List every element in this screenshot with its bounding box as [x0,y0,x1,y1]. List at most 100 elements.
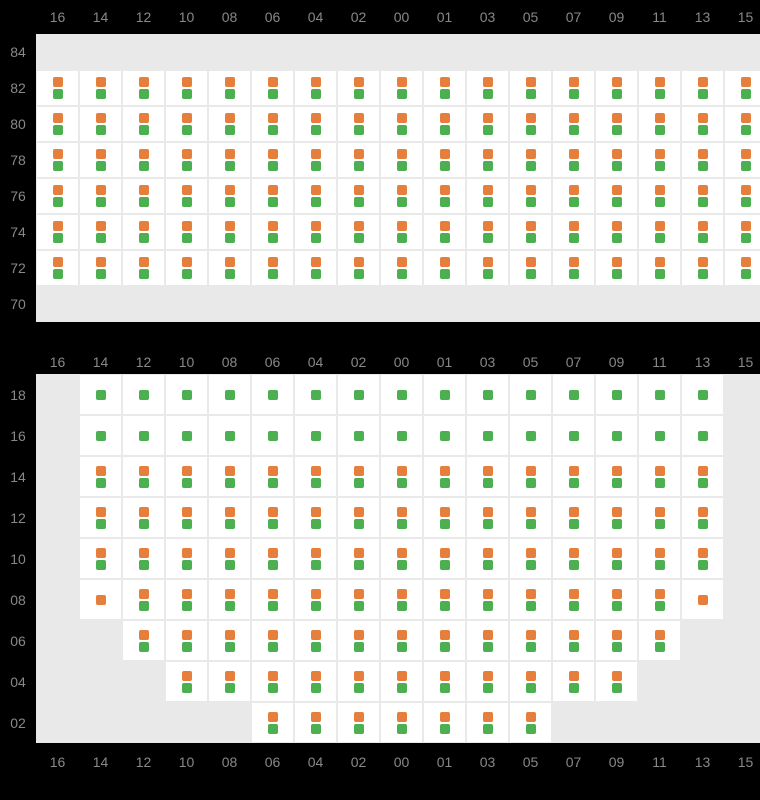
seat-cell[interactable] [423,214,466,250]
seat-cell[interactable] [509,415,552,456]
seat-cell[interactable] [294,142,337,178]
seat-cell[interactable] [165,661,208,702]
seat-cell[interactable] [165,250,208,286]
seat-cell[interactable] [681,538,724,579]
seat-cell[interactable] [681,70,724,106]
seat-cell[interactable] [79,497,122,538]
seat-cell[interactable] [380,106,423,142]
seat-cell[interactable] [251,106,294,142]
seat-cell[interactable] [294,702,337,743]
seat-cell[interactable] [552,250,595,286]
seat-cell[interactable] [251,250,294,286]
seat-cell[interactable] [509,106,552,142]
seat-cell[interactable] [337,250,380,286]
seat-cell[interactable] [595,661,638,702]
seat-cell[interactable] [552,178,595,214]
seat-cell[interactable] [165,374,208,415]
seat-cell[interactable] [165,70,208,106]
seat-cell[interactable] [380,250,423,286]
seat-cell[interactable] [208,661,251,702]
seat-cell[interactable] [165,142,208,178]
seat-cell[interactable] [122,178,165,214]
seat-cell[interactable] [294,538,337,579]
seat-cell[interactable] [251,497,294,538]
seat-cell[interactable] [337,620,380,661]
seat-cell[interactable] [79,250,122,286]
seat-cell[interactable] [165,456,208,497]
seat-cell[interactable] [294,374,337,415]
seat-cell[interactable] [337,579,380,620]
seat-cell[interactable] [638,415,681,456]
seat-cell[interactable] [251,702,294,743]
seat-cell[interactable] [466,250,509,286]
seat-cell[interactable] [122,415,165,456]
seat-cell[interactable] [337,70,380,106]
seat-cell[interactable] [380,538,423,579]
seat-cell[interactable] [380,374,423,415]
seat-cell[interactable] [122,579,165,620]
seat-cell[interactable] [122,497,165,538]
seat-cell[interactable] [509,142,552,178]
seat-cell[interactable] [165,106,208,142]
seat-cell[interactable] [36,70,79,106]
seat-cell[interactable] [208,456,251,497]
seat-cell[interactable] [509,538,552,579]
seat-cell[interactable] [122,214,165,250]
seat-cell[interactable] [380,178,423,214]
seat-cell[interactable] [79,106,122,142]
seat-cell[interactable] [208,374,251,415]
seat-cell[interactable] [380,456,423,497]
seat-cell[interactable] [552,579,595,620]
seat-cell[interactable] [423,142,466,178]
seat-cell[interactable] [380,579,423,620]
seat-cell[interactable] [552,538,595,579]
seat-cell[interactable] [681,214,724,250]
seat-cell[interactable] [337,214,380,250]
seat-cell[interactable] [380,70,423,106]
seat-cell[interactable] [595,142,638,178]
seat-cell[interactable] [466,415,509,456]
seat-cell[interactable] [552,661,595,702]
seat-cell[interactable] [595,497,638,538]
seat-cell[interactable] [509,178,552,214]
seat-cell[interactable] [423,106,466,142]
seat-cell[interactable] [552,142,595,178]
seat-cell[interactable] [466,702,509,743]
seat-cell[interactable] [294,579,337,620]
seat-cell[interactable] [122,538,165,579]
seat-cell[interactable] [509,579,552,620]
seat-cell[interactable] [724,142,760,178]
seat-cell[interactable] [380,415,423,456]
seat-cell[interactable] [122,142,165,178]
seat-cell[interactable] [208,497,251,538]
seat-cell[interactable] [79,579,122,620]
seat-cell[interactable] [165,620,208,661]
seat-cell[interactable] [165,415,208,456]
seat-cell[interactable] [466,374,509,415]
seat-cell[interactable] [681,178,724,214]
seat-cell[interactable] [251,661,294,702]
seat-cell[interactable] [509,661,552,702]
seat-cell[interactable] [36,250,79,286]
seat-cell[interactable] [638,497,681,538]
seat-cell[interactable] [724,178,760,214]
seat-cell[interactable] [595,70,638,106]
seat-cell[interactable] [122,106,165,142]
seat-cell[interactable] [466,497,509,538]
seat-cell[interactable] [165,497,208,538]
seat-cell[interactable] [638,456,681,497]
seat-cell[interactable] [509,70,552,106]
seat-cell[interactable] [122,374,165,415]
seat-cell[interactable] [423,178,466,214]
seat-cell[interactable] [509,702,552,743]
seat-cell[interactable] [208,250,251,286]
seat-cell[interactable] [638,70,681,106]
seat-cell[interactable] [380,214,423,250]
seat-cell[interactable] [122,70,165,106]
seat-cell[interactable] [423,497,466,538]
seat-cell[interactable] [595,214,638,250]
seat-cell[interactable] [208,142,251,178]
seat-cell[interactable] [552,415,595,456]
seat-cell[interactable] [681,250,724,286]
seat-cell[interactable] [208,106,251,142]
